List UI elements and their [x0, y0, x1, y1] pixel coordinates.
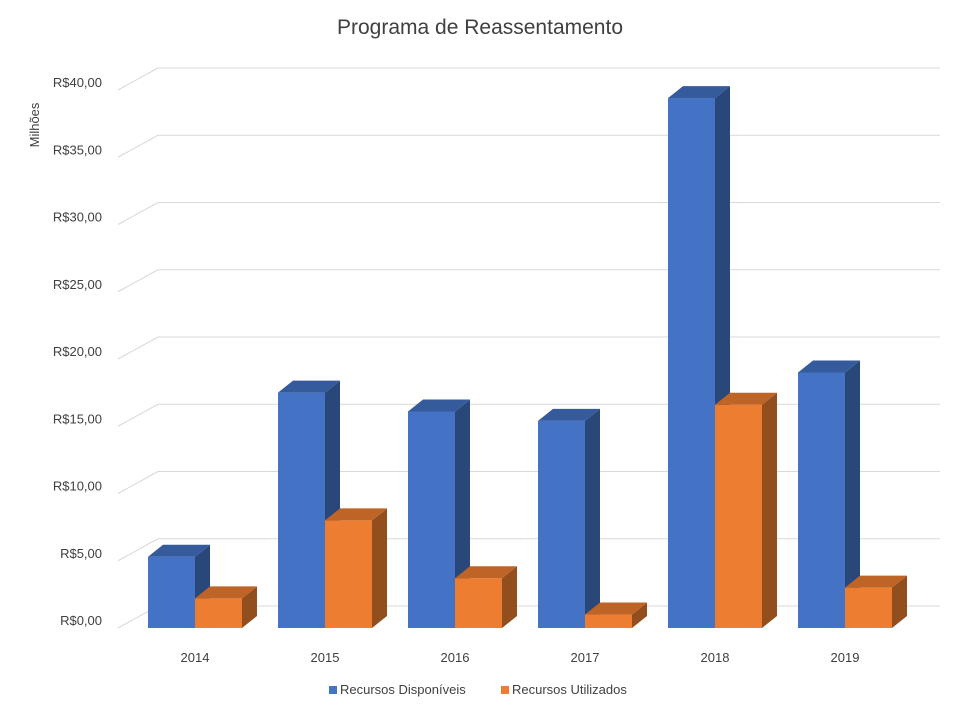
gridline-diagonal [117, 67, 159, 91]
bar-front [668, 98, 715, 628]
bar-2016-recursos-disponiveis [408, 399, 470, 628]
bar-front [195, 598, 242, 628]
y-tick-labels: R$0,00 R$5,00 R$10,00 R$15,00 R$20,00 R$25,00… [53, 75, 102, 628]
bar-front [408, 411, 455, 628]
bar-side [242, 586, 257, 628]
bar-top [538, 408, 600, 421]
bar-side [762, 392, 777, 628]
legend-label-recursos-disponiveis: Recursos Disponíveis [340, 682, 466, 697]
bar-front [148, 556, 195, 628]
bar-top [455, 566, 517, 579]
bar-side [502, 566, 517, 628]
gridline-diagonal [117, 538, 159, 562]
x-tick-label: 2014 [181, 650, 210, 665]
bar-front [585, 614, 632, 628]
x-tick-label: 2019 [831, 650, 860, 665]
bar-top [278, 380, 340, 393]
gridline-diagonal [117, 471, 159, 494]
bar-front [715, 404, 762, 628]
legend-swatch-recursos-utilizados [501, 686, 509, 694]
bar-front [845, 587, 892, 628]
bar-2015-recursos-utilizados [325, 508, 387, 628]
bar-2016-recursos-utilizados [455, 566, 517, 628]
y-tick-label: R$0,00 [60, 613, 102, 628]
chart-title: Programa de Reassentamento [337, 16, 623, 39]
y-tick-label: R$20,00 [53, 344, 102, 359]
y-tick-label: R$5,00 [60, 546, 102, 561]
bar-front [798, 372, 845, 628]
gridline-diagonal [117, 202, 159, 225]
y-tick-label: R$30,00 [53, 210, 102, 225]
y-axis-label: Milhões [27, 102, 42, 147]
bar-side [372, 508, 387, 628]
bar-2019-recursos-disponiveis [798, 360, 860, 628]
bar-2017-recursos-utilizados [585, 602, 647, 628]
bar-top [585, 602, 647, 615]
x-tick-label: 2018 [701, 650, 730, 665]
y-tick-label: R$10,00 [53, 479, 102, 494]
bar-top [148, 544, 210, 557]
x-tick-label: 2015 [311, 650, 340, 665]
bar-top [845, 575, 907, 588]
bar-front [455, 578, 502, 628]
gridline-diagonal [117, 336, 159, 360]
x-tick-label: 2016 [441, 650, 470, 665]
bar-front [538, 420, 585, 628]
bars [148, 86, 907, 628]
bar-2014-recursos-utilizados [195, 586, 257, 628]
bar-top [798, 360, 860, 373]
y-tick-label: R$25,00 [53, 277, 102, 292]
y-tick-label: R$15,00 [53, 411, 102, 426]
legend: Recursos Disponíveis Recursos Utilizados [329, 682, 627, 697]
gridline-diagonal [117, 134, 159, 158]
bar-top [325, 508, 387, 521]
bar-2014-recursos-disponiveis [148, 544, 210, 628]
y-tick-label: R$40,00 [53, 75, 102, 90]
gridline-diagonal [117, 403, 159, 427]
y-tick-label: R$35,00 [53, 142, 102, 157]
gridline-diagonal [117, 269, 159, 293]
x-tick-label: 2017 [571, 650, 600, 665]
bar-front [278, 392, 325, 628]
legend-swatch-recursos-disponiveis [329, 686, 337, 694]
bar-top [715, 392, 777, 405]
bar-side [585, 408, 600, 628]
legend-label-recursos-utilizados: Recursos Utilizados [512, 682, 627, 697]
x-tick-labels: 2014 2015 2016 2017 2018 2019 [181, 650, 860, 665]
bar-2018-recursos-utilizados [715, 392, 777, 628]
bar-top [668, 86, 730, 99]
bar-top [195, 586, 257, 599]
bar-front [325, 520, 372, 628]
bar-2019-recursos-utilizados [845, 575, 907, 628]
bar-side [632, 602, 647, 628]
bar-side [892, 575, 907, 628]
bar-top [408, 399, 470, 412]
bar-side [845, 360, 860, 628]
bar-2017-recursos-disponiveis [538, 408, 600, 628]
